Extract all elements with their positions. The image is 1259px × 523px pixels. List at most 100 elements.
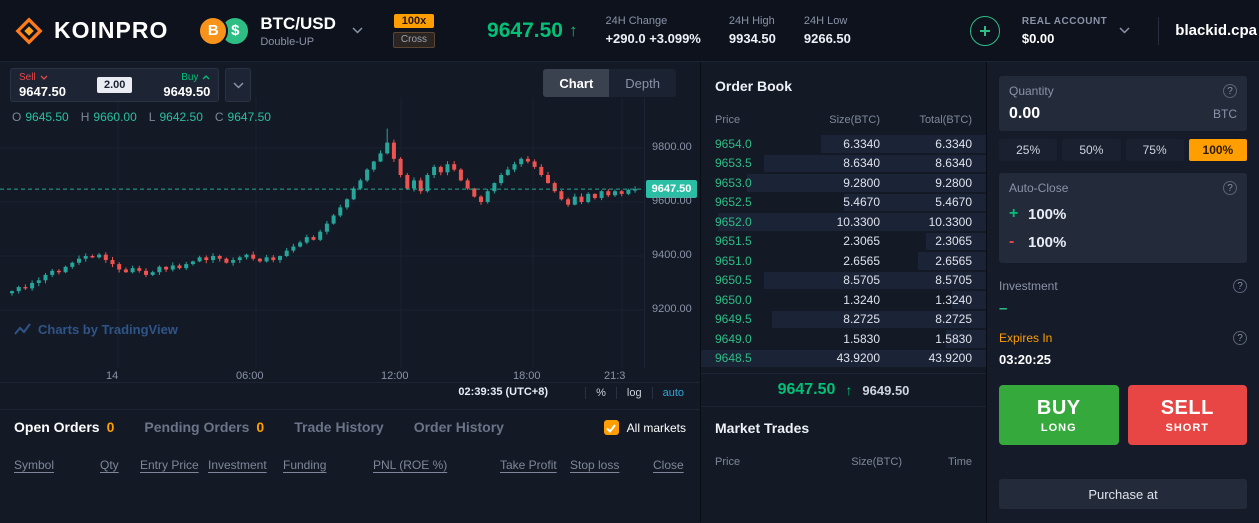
column-take-profit[interactable]: Take Profit <box>500 458 557 472</box>
account-selector[interactable]: REAL ACCOUNT $0.00 <box>1022 16 1130 46</box>
all-markets-checkbox[interactable] <box>603 420 619 435</box>
order-book-rows: 9654.0 6.3340 6.3340 9653.5 8.6340 8.6340 9653… <box>701 134 986 368</box>
change-label: 24H Change <box>605 15 668 27</box>
leverage-info: 100x Cross <box>392 13 436 48</box>
order-book-row[interactable]: 9653.0 9.2800 9.2800 <box>701 173 986 193</box>
order-book-row[interactable]: 9648.5 43.9200 43.9200 <box>701 349 986 369</box>
ask-size: 2.3065 <box>843 234 880 249</box>
buy-price-button[interactable]: Buy 9649.50 <box>134 69 218 101</box>
trade-panel: Quantity ? 0.00 BTC 25% 50% 75% 100% Auto-C… <box>986 62 1259 522</box>
ask-total: 2.6565 <box>935 253 972 268</box>
quantity-unit: BTC <box>1213 107 1237 121</box>
order-book-row[interactable]: 9651.0 2.6565 2.6565 <box>701 251 986 271</box>
tab-pending-orders[interactable]: Pending Orders 0 <box>144 419 264 435</box>
koinpro-logo[interactable]: KOINPRO <box>14 16 168 46</box>
high-value: 9934.50 <box>728 31 776 46</box>
order-book-row[interactable]: 9649.5 8.2725 8.2725 <box>701 310 986 330</box>
candlestick-chart[interactable] <box>0 98 644 368</box>
percent-25[interactable]: 25% <box>999 139 1058 161</box>
ask-total: 5.4670 <box>935 195 972 210</box>
tab-chart[interactable]: Chart <box>543 69 610 97</box>
order-book-row[interactable]: 9649.0 1.5830 1.5830 <box>701 329 986 349</box>
buy-button-label: BUY <box>1036 396 1081 419</box>
depth-bar <box>701 349 986 367</box>
purchase-at-button[interactable]: Purchase at <box>999 479 1247 509</box>
stat-24h-high: 24H High 9934.50 <box>729 15 776 46</box>
column-time: Time <box>947 456 972 468</box>
column-symbol[interactable]: Symbol <box>14 458 55 472</box>
sell-button-sublabel: SHORT <box>1165 421 1209 434</box>
order-book-row[interactable]: 9652.0 10.3300 10.3300 <box>701 212 986 232</box>
help-icon[interactable]: ? <box>1223 84 1237 98</box>
buy-long-button[interactable]: BUY LONG <box>999 385 1119 445</box>
price-axis[interactable]: 9647.50 9800.00 9600.00 9400.00 9200.00 <box>644 98 700 368</box>
last-trade-price: 9647.50 <box>777 381 836 398</box>
time-axis-label: 06:00 <box>236 370 264 382</box>
deposit-button[interactable] <box>969 15 1000 46</box>
help-icon[interactable]: ? <box>1233 331 1247 345</box>
order-book-last-price-row: 9647.50 ↑ 9649.50 <box>701 373 986 407</box>
column-stop-loss[interactable]: Stop loss <box>570 458 620 472</box>
column-qty[interactable]: Qty <box>100 458 119 472</box>
order-book-row[interactable]: 9650.5 8.5705 8.5705 <box>701 271 986 291</box>
column-pnl-roe[interactable]: PNL (ROE %) <box>373 458 448 472</box>
percent-100[interactable]: 100% <box>1188 139 1247 161</box>
order-book-panel: Order Book Price Size(BTC) Total(BTC) 9654… <box>700 62 986 522</box>
pair-selector[interactable]: B $ BTC/USD Double-UP <box>198 14 363 48</box>
sell-price-button[interactable]: Sell 9647.50 <box>11 69 95 101</box>
order-book-row[interactable]: 9651.5 2.3065 2.3065 <box>701 232 986 252</box>
stop-loss-value: 100% <box>1028 233 1067 251</box>
time-axis-label: 18:00 <box>513 370 541 382</box>
buy-price: 9649.50 <box>163 83 211 99</box>
take-profit-row[interactable]: + 100% <box>1009 205 1237 223</box>
ask-price: 9653.0 <box>715 175 752 190</box>
tab-order-history[interactable]: Order History <box>414 419 504 435</box>
high-label: 24H High <box>728 15 775 27</box>
ask-price: 9650.5 <box>715 273 752 288</box>
scale-auto[interactable]: auto <box>651 387 694 399</box>
chart-clock: 02:39:35 (UTC+8) <box>458 386 548 398</box>
column-entry-price[interactable]: Entry Price <box>140 458 199 472</box>
pair-coin-icons: B $ <box>198 15 252 47</box>
scale-[interactable]: % <box>585 387 616 399</box>
username[interactable]: blackid.cpa <box>1175 22 1257 39</box>
tab-depth[interactable]: Depth <box>625 75 660 91</box>
column-investment[interactable]: Investment <box>208 458 267 472</box>
tab-trade-history[interactable]: Trade History <box>294 419 383 435</box>
ask-size: 1.3240 <box>843 292 880 307</box>
ask-price: 9648.5 <box>715 351 752 366</box>
stop-loss-row[interactable]: - 100% <box>1009 233 1237 251</box>
ohlc-key: C <box>214 110 224 124</box>
orders-tabs: Open Orders 0 Pending Orders 0 Trade History… <box>14 419 504 435</box>
buy-button-sublabel: LONG <box>1040 421 1077 434</box>
sell-short-button[interactable]: SELL SHORT <box>1127 385 1247 445</box>
tab-open-orders[interactable]: Open Orders 0 <box>14 419 114 435</box>
scale-log[interactable]: log <box>615 387 652 399</box>
ask-total: 9.2800 <box>935 175 972 190</box>
percent-50[interactable]: 50% <box>1062 139 1121 161</box>
ask-total: 1.5830 <box>935 331 972 346</box>
investment-label: Investment <box>999 279 1058 293</box>
ohlc-value: 9645.50 <box>25 110 69 124</box>
order-book-row[interactable]: 9650.0 1.3240 1.3240 <box>701 290 986 310</box>
pair-text: BTC/USD Double-UP <box>260 14 336 48</box>
chevron-down-icon <box>40 75 48 80</box>
help-icon[interactable]: ? <box>1223 181 1237 195</box>
order-book-row[interactable]: 9652.5 5.4670 5.4670 <box>701 193 986 213</box>
ticket-dropdown-button[interactable] <box>225 68 252 102</box>
price-axis-label: 9600.00 <box>652 195 692 207</box>
account-balance: $0.00 <box>1021 30 1055 46</box>
sell-button-label: SELL <box>1160 396 1214 419</box>
help-icon[interactable]: ? <box>1233 279 1247 293</box>
order-book-row[interactable]: 9653.5 8.6340 8.6340 <box>701 154 986 174</box>
depth-bar <box>820 135 986 153</box>
quantity-input[interactable]: 0.00 <box>1009 105 1041 122</box>
order-book-row[interactable]: 9654.0 6.3340 6.3340 <box>701 134 986 154</box>
column-close[interactable]: Close <box>653 458 684 472</box>
percent-75[interactable]: 75% <box>1125 139 1184 161</box>
top-header: KOINPRO B $ BTC/USD Double-UP 100x Cross… <box>0 0 1259 62</box>
chart-depth-tabs: Chart Depth <box>543 69 676 97</box>
column-funding[interactable]: Funding <box>283 458 327 472</box>
column-size-btc: Size(BTC) <box>829 114 880 126</box>
